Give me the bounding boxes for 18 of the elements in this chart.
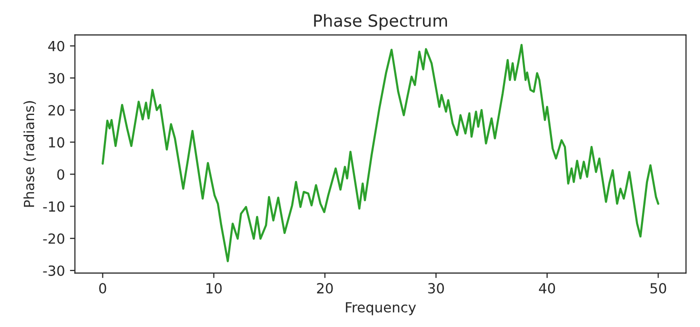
line-series bbox=[102, 44, 660, 262]
x-tick-label: 50 bbox=[650, 283, 666, 294]
y-tick-label: -20 bbox=[43, 233, 64, 244]
x-tick-label: 20 bbox=[317, 283, 333, 294]
y-tick-label: 10 bbox=[49, 137, 64, 148]
y-tick-label: 0 bbox=[57, 169, 64, 180]
y-tick-label: -30 bbox=[43, 265, 64, 276]
y-tick-label: 40 bbox=[48, 40, 64, 52]
x-axis-title: Frequency bbox=[346, 302, 416, 316]
x-tick-label: 10 bbox=[206, 283, 222, 294]
y-tick-label: -10 bbox=[43, 201, 64, 212]
chart-title: Phase Spectrum bbox=[314, 14, 447, 30]
x-tick-label: 0 bbox=[99, 283, 106, 294]
y-axis-title: Phase (radians) bbox=[23, 101, 36, 207]
x-tick-label: 40 bbox=[538, 283, 556, 294]
y-tick-label: 20 bbox=[48, 105, 64, 116]
y-tick-label: 30 bbox=[48, 72, 64, 84]
x-tick-label: 30 bbox=[428, 283, 444, 294]
